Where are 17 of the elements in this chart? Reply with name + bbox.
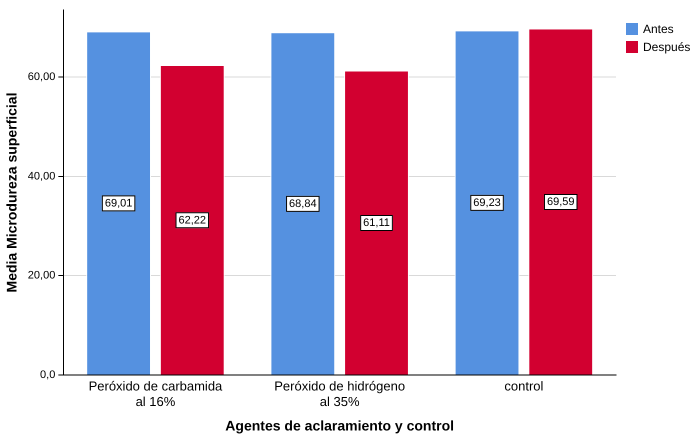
legend-label: Después	[643, 40, 690, 54]
y-tick-label: 60,00	[28, 71, 56, 84]
x-axis-title: Agentes de aclaramiento y control	[225, 417, 454, 434]
x-tick-label: control	[504, 378, 544, 394]
y-tick-label: 20,00	[28, 270, 56, 282]
y-axis-title: Media Microdureza superficial	[3, 92, 20, 292]
data-label: 62,22	[178, 214, 206, 226]
data-label: 69,59	[546, 196, 574, 208]
x-tick-label: Peróxido de hidrógeno al 35%	[274, 378, 406, 409]
data-label: 69,23	[473, 196, 501, 209]
y-tick-label: 40,00	[28, 170, 56, 182]
data-label: 61,11	[363, 217, 390, 230]
data-label: 69,01	[104, 197, 132, 210]
data-label: 68,84	[289, 198, 317, 210]
y-tick-label: 0,0	[40, 369, 56, 382]
x-tick-label: Peróxido de carbamida al 16%	[88, 378, 224, 409]
legend-label: Antes	[643, 22, 674, 36]
